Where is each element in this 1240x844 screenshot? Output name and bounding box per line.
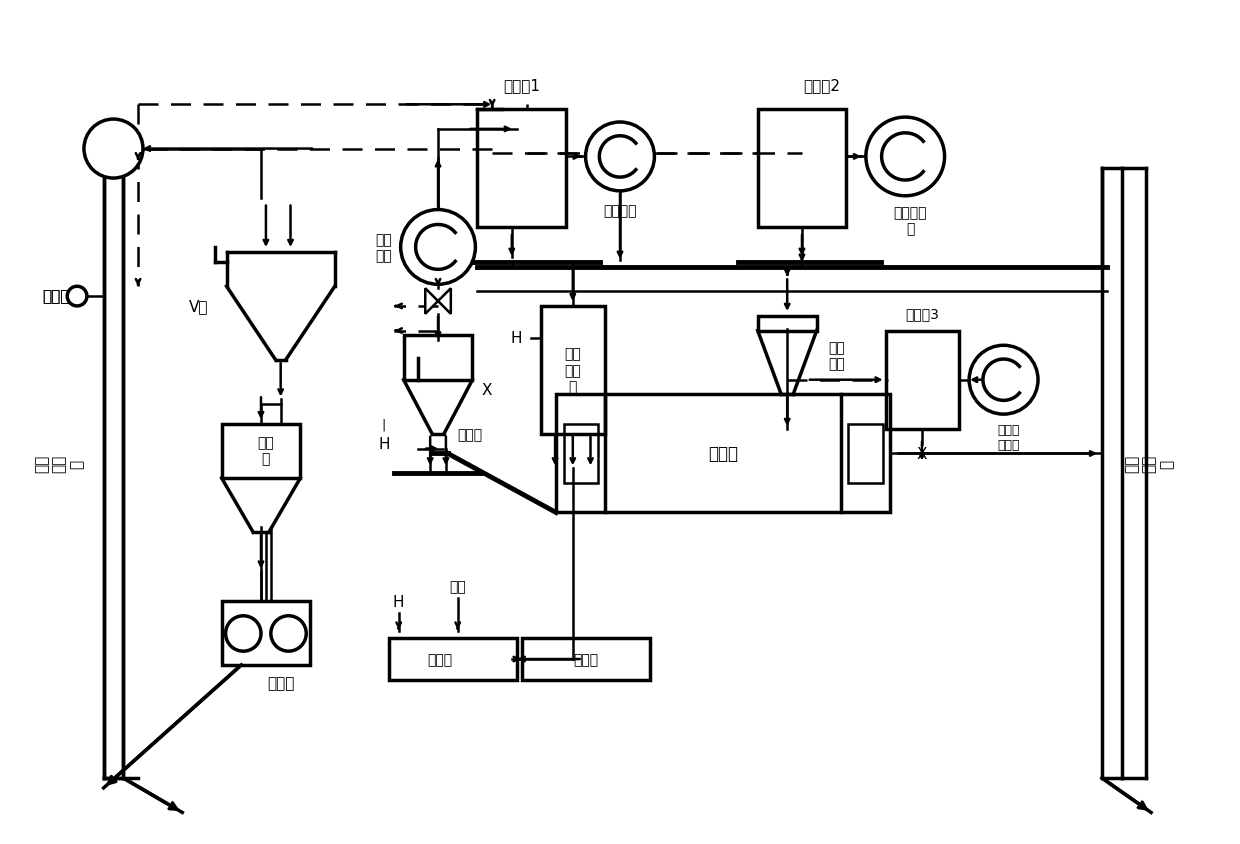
Text: 收尘器2: 收尘器2 [804,78,841,93]
Text: V选: V选 [190,299,208,314]
Circle shape [866,118,945,197]
Text: 收尘器3: 收尘器3 [905,306,939,321]
Text: H: H [511,331,522,346]
Text: X: X [916,446,928,462]
Text: 粒度
分析
仪: 粒度 分析 仪 [564,347,582,393]
Text: 稳流
仓: 稳流 仓 [258,436,274,466]
Text: X: X [482,382,492,398]
Circle shape [585,123,655,192]
Bar [222,425,300,479]
Bar [222,601,310,665]
Text: H: H [393,594,404,609]
Text: 喂料口: 喂料口 [42,289,69,304]
Bar [477,110,565,228]
Text: 后主排风
机: 后主排风 机 [893,206,928,236]
Text: 混料机: 混料机 [428,652,453,666]
Circle shape [84,120,143,179]
Text: 后选
粉机: 后选 粉机 [828,341,844,371]
Circle shape [67,287,87,306]
Circle shape [270,616,306,652]
Circle shape [226,616,260,652]
Bar [542,306,605,435]
Text: |: | [382,418,386,431]
Text: H: H [378,436,389,452]
Polygon shape [438,289,451,315]
Bar [403,336,472,381]
Bar [885,331,960,430]
Text: 球磨机: 球磨机 [708,445,738,463]
Text: 水泥库: 水泥库 [573,652,598,666]
Text: 辊压机: 辊压机 [267,675,294,690]
Polygon shape [425,289,438,315]
Text: 粉煤灰: 粉煤灰 [458,427,482,441]
Bar [758,110,846,228]
Bar [564,425,599,484]
Bar [389,639,517,680]
Text: 收尘风机: 收尘风机 [603,204,637,219]
Bar [556,395,890,513]
Bar [522,639,650,680]
Bar [758,316,817,331]
Text: 矿粉: 矿粉 [449,580,466,593]
Text: 磨尾收
尘风机: 磨尾收 尘风机 [997,423,1019,452]
Circle shape [970,346,1038,414]
Text: 收尘器1: 收尘器1 [503,78,541,93]
Text: 喂料口: 喂料口 [42,289,69,304]
Text: 出磨
提升
机: 出磨 提升 机 [1125,455,1174,473]
Circle shape [401,210,475,285]
Text: 循环
风机: 循环 风机 [376,233,392,262]
Bar [848,425,883,484]
Text: 入磨
提升
机: 入磨 提升 机 [35,455,84,473]
